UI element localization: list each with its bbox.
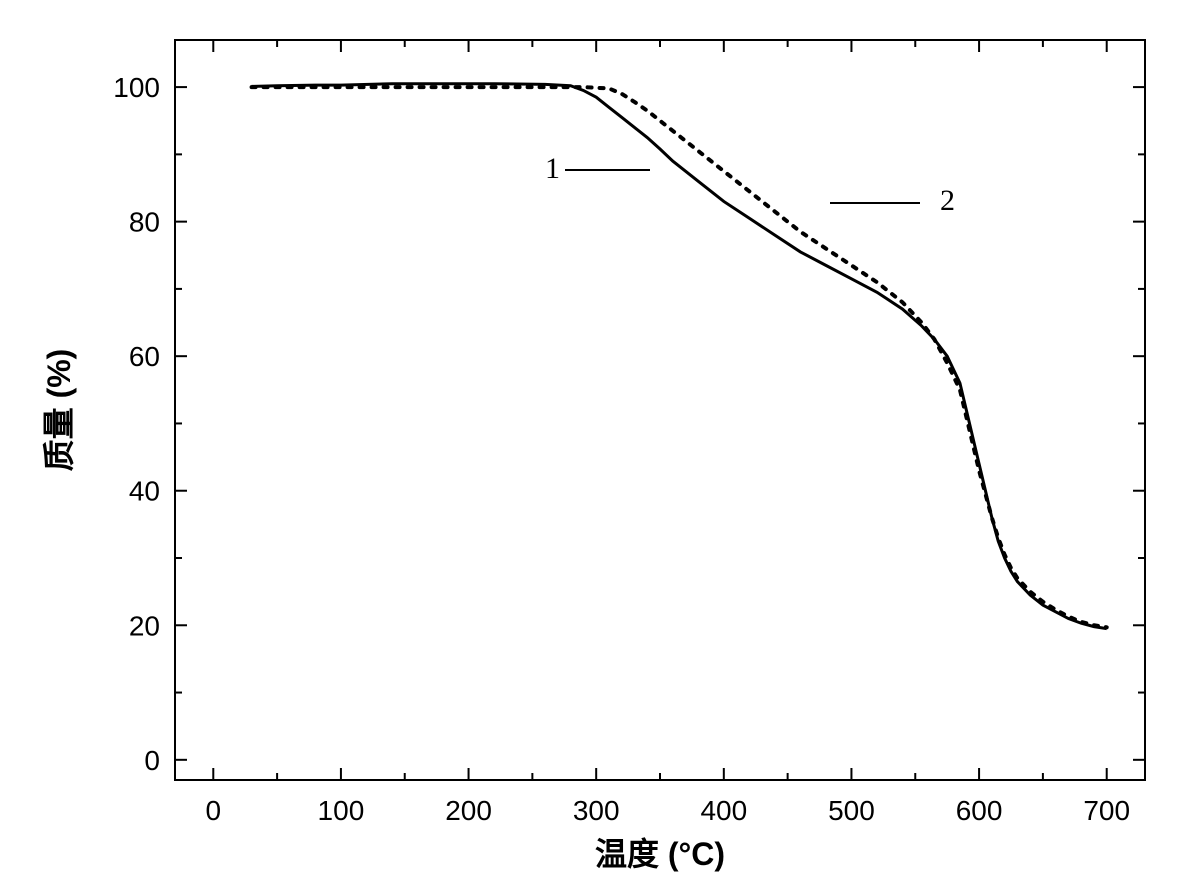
y-tick-label: 20 xyxy=(129,610,160,641)
x-tick-label: 700 xyxy=(1083,795,1130,826)
x-tick-label: 200 xyxy=(445,795,492,826)
x-tick-label: 0 xyxy=(206,795,222,826)
y-tick-label: 60 xyxy=(129,341,160,372)
y-tick-label: 0 xyxy=(144,745,160,776)
y-axis-label: 质量 (%) xyxy=(41,349,77,472)
y-tick-label: 40 xyxy=(129,476,160,507)
y-tick-label: 80 xyxy=(129,207,160,238)
tga-chart: 0 100 200 300 400 500 600 700 0 20 40 60 80 100 温度 (°C… xyxy=(0,0,1177,895)
annotation-text-label1: 1 xyxy=(545,152,560,185)
x-tick-label: 500 xyxy=(828,795,875,826)
x-tick-label: 400 xyxy=(700,795,747,826)
annotation-text-label2: 2 xyxy=(940,184,955,217)
x-tick-label: 600 xyxy=(956,795,1003,826)
chart-svg: 0 100 200 300 400 500 600 700 0 20 40 60 80 100 温度 (°C… xyxy=(0,0,1177,895)
y-tick-label: 100 xyxy=(113,72,160,103)
series-curve1 xyxy=(252,84,1107,629)
x-tick-label: 100 xyxy=(318,795,365,826)
x-tick-label: 300 xyxy=(573,795,620,826)
x-axis-label: 温度 (°C) xyxy=(595,836,725,872)
series-curve2 xyxy=(252,87,1107,627)
